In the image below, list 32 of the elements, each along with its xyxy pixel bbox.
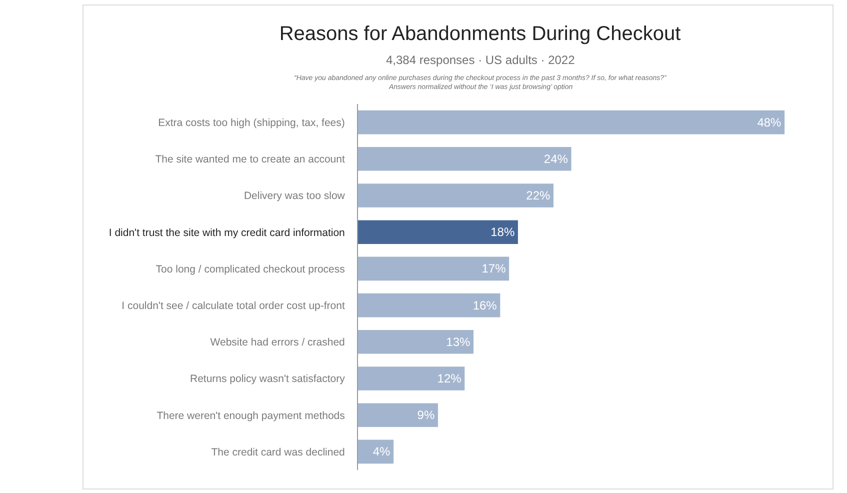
y-tick-label: I couldn't see / calculate total order cost up-front [122, 300, 345, 312]
bar [358, 256, 510, 281]
data-label: 12% [437, 372, 462, 386]
bar [358, 366, 465, 390]
data-label: 22% [526, 188, 550, 203]
y-tick-label: I didn't trust the site with my credit card information [108, 226, 346, 239]
chart-subtitle: 4,384 responses · US adults · 2022 [386, 53, 576, 67]
bar [358, 330, 474, 354]
y-tick-label: The credit card was declined [211, 446, 346, 458]
bar [358, 110, 785, 134]
data-label: 13% [446, 334, 471, 349]
y-tick-label: Website had errors / crashed [210, 336, 346, 349]
bar [358, 147, 572, 171]
bar [358, 293, 500, 318]
y-tick-label: There weren't enough payment methods [156, 410, 345, 422]
bar [358, 184, 554, 208]
data-label: 18% [490, 225, 515, 240]
y-tick-label: The site wanted me to create an account [155, 154, 345, 166]
data-label: 16% [472, 298, 498, 312]
data-label: 17% [482, 262, 506, 276]
data-label: 9% [417, 408, 435, 422]
y-tick-label: Too long / complicated checkout process [156, 263, 345, 276]
bar [358, 220, 518, 244]
data-label: 48% [757, 115, 782, 130]
bar [358, 440, 394, 464]
bar [358, 403, 438, 427]
data-label: 4% [372, 444, 391, 459]
chart-title: Reasons for Abandonments During Checkout [279, 23, 682, 45]
data-label: 24% [544, 152, 568, 166]
y-tick-label: Extra costs too high (shipping, tax, fees) [158, 116, 345, 129]
y-tick-label: Returns policy wasn't satisfactory [190, 373, 346, 386]
y-tick-label: Delivery was too slow [244, 190, 346, 202]
